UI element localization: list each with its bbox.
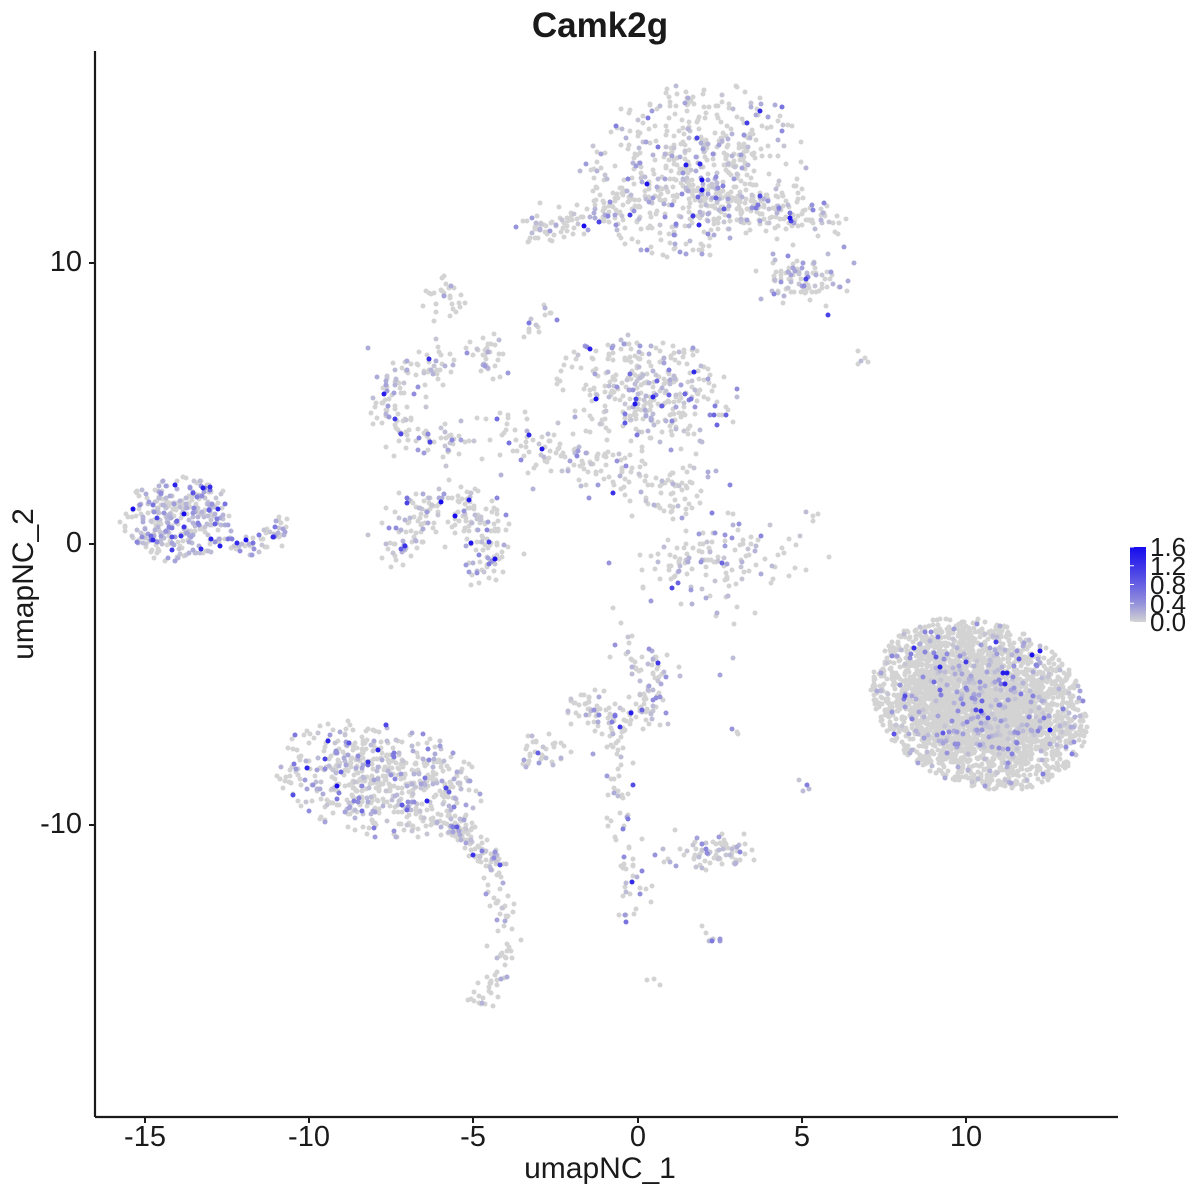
svg-text:10: 10 [50,246,82,278]
svg-text:-5: -5 [460,1121,486,1153]
svg-text:10: 10 [950,1121,982,1153]
svg-text:0: 0 [66,527,82,559]
svg-text:5: 5 [794,1121,810,1153]
svg-text:-10: -10 [40,808,82,840]
svg-text:-15: -15 [124,1121,166,1153]
svg-text:0: 0 [630,1121,646,1153]
svg-text:-10: -10 [288,1121,330,1153]
